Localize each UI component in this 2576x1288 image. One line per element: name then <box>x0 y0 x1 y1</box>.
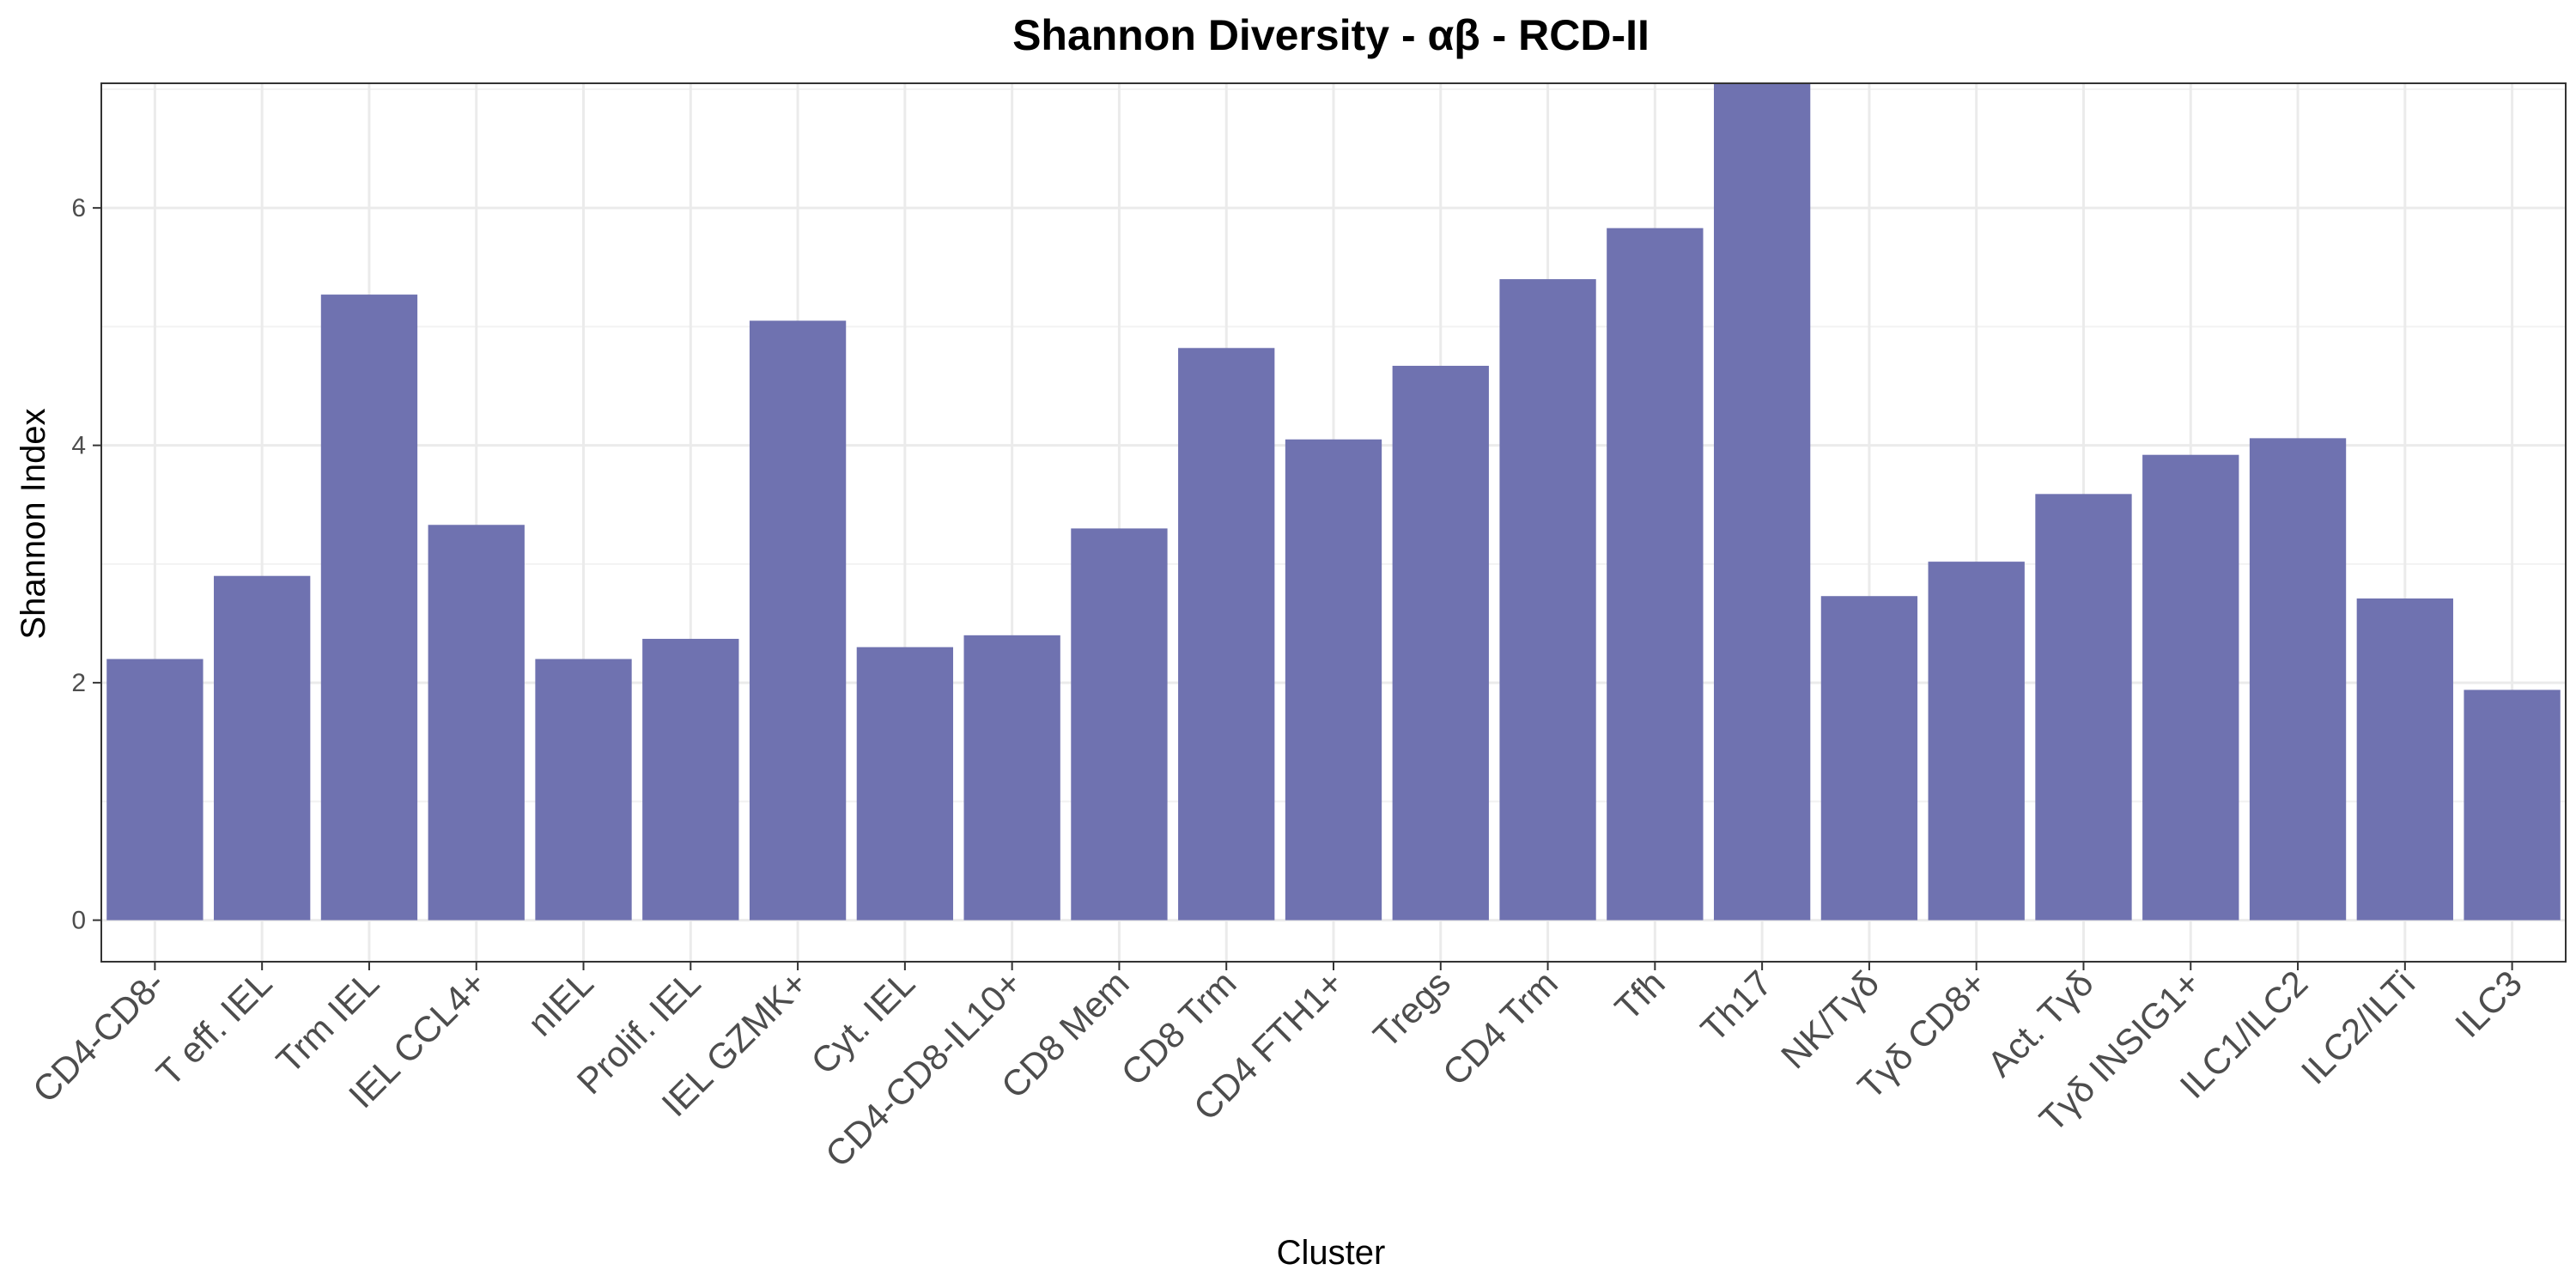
bar <box>1499 279 1596 920</box>
bar <box>2249 438 2347 920</box>
bar <box>1392 366 1489 920</box>
x-axis-title: Cluster <box>1277 1234 1386 1272</box>
bar <box>2142 454 2239 920</box>
bar <box>1820 596 1918 920</box>
bar <box>320 295 418 920</box>
bar <box>963 635 1060 920</box>
y-axis-title: Shannon Index <box>15 408 52 639</box>
bar <box>1285 439 1382 920</box>
bar <box>2035 494 2132 920</box>
bar <box>749 320 847 920</box>
bar <box>214 575 311 920</box>
bar <box>535 659 632 920</box>
bar <box>1713 83 1811 920</box>
bar <box>2356 598 2453 920</box>
y-tick-label: 2 <box>71 669 86 697</box>
bar <box>428 525 525 920</box>
bar <box>642 638 739 920</box>
bar <box>1178 348 1275 920</box>
y-axis: 0 2 4 6 <box>71 194 101 935</box>
bar-series <box>106 83 2561 920</box>
bar <box>106 659 204 920</box>
bar <box>1071 528 1168 920</box>
bar <box>1928 562 2025 920</box>
y-tick-label: 0 <box>71 907 86 935</box>
bar <box>2464 690 2561 920</box>
bar <box>856 647 954 920</box>
y-tick-label: 4 <box>71 432 86 460</box>
chart-title: Shannon Diversity - αβ - RCD-II <box>1012 11 1649 59</box>
bar <box>1607 228 1704 920</box>
y-tick-label: 6 <box>71 194 86 222</box>
